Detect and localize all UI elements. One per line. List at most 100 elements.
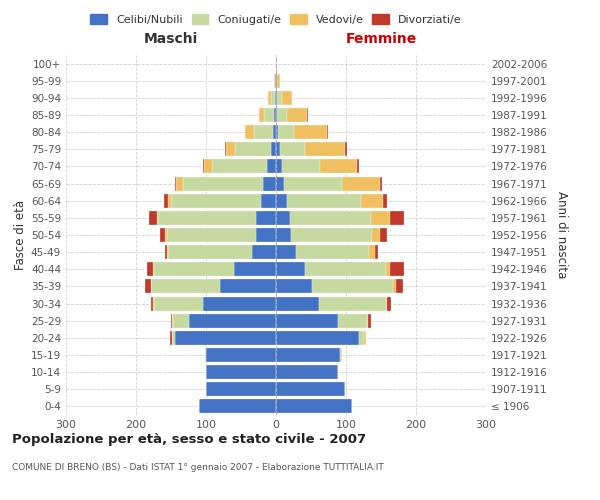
Bar — [151, 296, 153, 310]
Bar — [267, 160, 276, 173]
Bar — [166, 228, 167, 242]
Bar — [327, 125, 328, 139]
Bar — [365, 331, 366, 345]
Bar — [204, 160, 212, 173]
Bar — [276, 142, 280, 156]
Bar — [160, 228, 166, 242]
Bar — [171, 194, 260, 207]
Bar — [276, 382, 344, 396]
Bar — [183, 176, 263, 190]
Bar — [277, 108, 287, 122]
Bar — [151, 280, 220, 293]
Bar — [212, 160, 267, 173]
Bar — [276, 296, 319, 310]
Bar — [390, 262, 404, 276]
Bar — [338, 314, 367, 328]
Bar — [383, 194, 386, 207]
Bar — [386, 296, 388, 310]
Bar — [276, 348, 340, 362]
Bar — [275, 74, 276, 88]
Bar — [167, 194, 171, 207]
Bar — [276, 125, 278, 139]
Bar — [273, 125, 276, 139]
Bar — [280, 142, 305, 156]
Bar — [281, 160, 320, 173]
Bar — [158, 211, 256, 225]
Bar — [380, 228, 388, 242]
Bar — [274, 74, 275, 88]
Bar — [390, 211, 404, 225]
Bar — [287, 194, 361, 207]
Bar — [276, 160, 281, 173]
Bar — [149, 211, 157, 225]
Bar — [369, 245, 375, 259]
Bar — [276, 245, 296, 259]
Bar — [319, 296, 386, 310]
Bar — [342, 176, 380, 190]
Bar — [386, 262, 390, 276]
Bar — [372, 228, 380, 242]
Bar — [307, 108, 308, 122]
Bar — [276, 56, 277, 70]
Bar — [263, 176, 276, 190]
Bar — [320, 160, 356, 173]
Bar — [226, 142, 235, 156]
Bar — [276, 314, 338, 328]
Bar — [276, 400, 352, 413]
Bar — [290, 211, 371, 225]
Text: Maschi: Maschi — [144, 32, 198, 46]
Bar — [276, 331, 359, 345]
Bar — [153, 262, 154, 276]
Bar — [393, 280, 396, 293]
Text: Femmine: Femmine — [346, 32, 416, 46]
Bar — [147, 262, 153, 276]
Bar — [203, 296, 276, 310]
Bar — [305, 262, 386, 276]
Bar — [361, 194, 383, 207]
Text: COMUNE DI BRENO (BS) - Dati ISTAT 1° gennaio 2007 - Elaborazione TUTTITALIA.IT: COMUNE DI BRENO (BS) - Dati ISTAT 1° gen… — [12, 462, 384, 471]
Bar — [313, 280, 393, 293]
Bar — [367, 314, 368, 328]
Bar — [251, 245, 276, 259]
Bar — [346, 142, 347, 156]
Bar — [172, 314, 173, 328]
Bar — [368, 314, 371, 328]
Bar — [356, 160, 359, 173]
Bar — [188, 314, 276, 328]
Bar — [153, 296, 154, 310]
Bar — [276, 211, 290, 225]
Bar — [167, 228, 256, 242]
Bar — [296, 245, 369, 259]
Bar — [256, 228, 276, 242]
Bar — [364, 331, 365, 345]
Bar — [284, 176, 342, 190]
Bar — [276, 108, 277, 122]
Bar — [254, 125, 273, 139]
Bar — [154, 262, 234, 276]
Bar — [220, 280, 276, 293]
Bar — [276, 365, 338, 379]
Bar — [259, 108, 264, 122]
Legend: Celibi/Nubili, Coniugati/e, Vedovi/e, Divorziati/e: Celibi/Nubili, Coniugati/e, Vedovi/e, Di… — [91, 14, 461, 24]
Bar — [264, 108, 274, 122]
Bar — [276, 262, 305, 276]
Bar — [225, 142, 226, 156]
Bar — [359, 331, 364, 345]
Bar — [172, 331, 175, 345]
Bar — [277, 91, 282, 105]
Bar — [164, 194, 167, 207]
Bar — [276, 280, 313, 293]
Bar — [276, 176, 284, 190]
Bar — [176, 176, 183, 190]
Bar — [256, 211, 276, 225]
Bar — [276, 74, 277, 88]
Bar — [305, 142, 346, 156]
Bar — [199, 400, 276, 413]
Bar — [340, 348, 342, 362]
Bar — [175, 331, 276, 345]
Bar — [277, 74, 280, 88]
Bar — [235, 142, 271, 156]
Y-axis label: Fasce di età: Fasce di età — [14, 200, 27, 270]
Bar — [157, 211, 158, 225]
Bar — [283, 91, 292, 105]
